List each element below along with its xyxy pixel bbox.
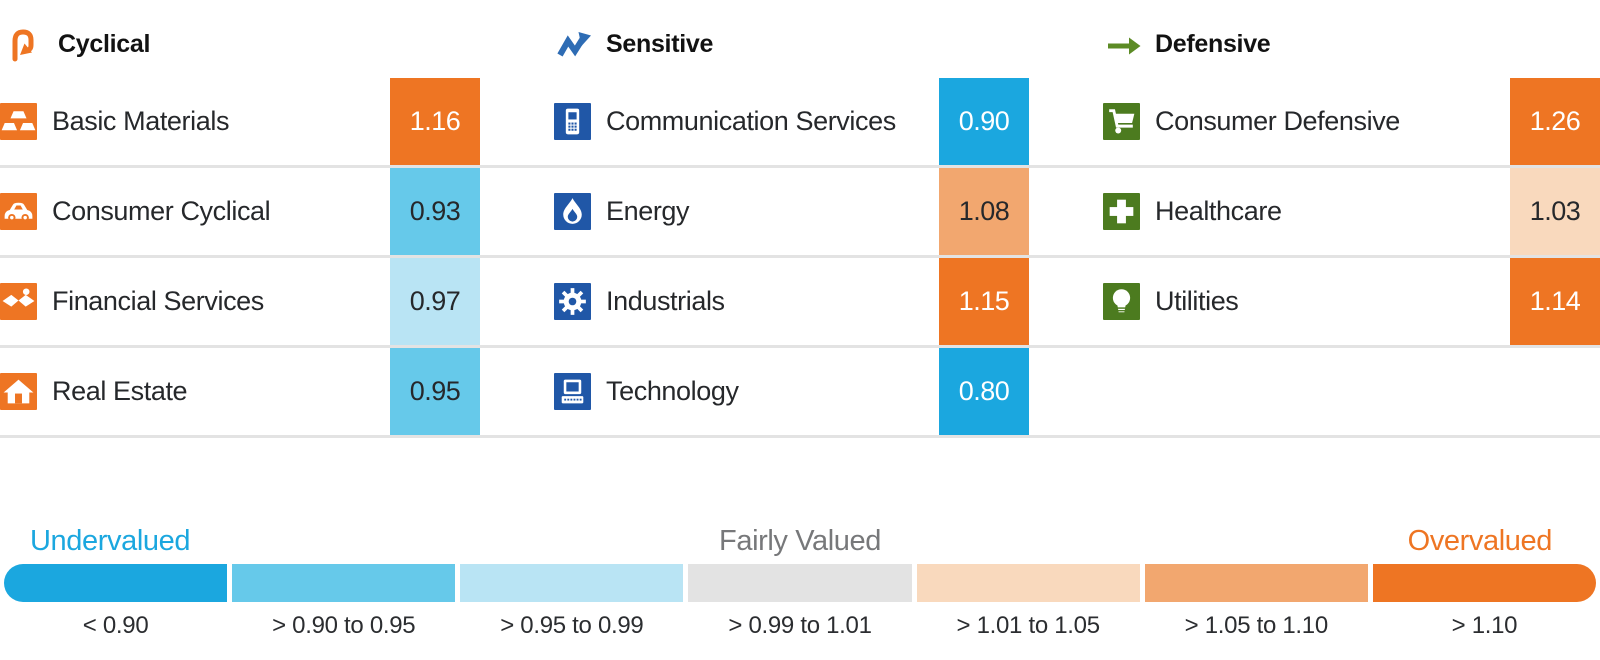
valuation-box: 1.26 [1510, 78, 1600, 165]
undervalued-label: Undervalued [30, 525, 191, 557]
consumer-cyclical-icon [0, 193, 37, 230]
range-label: > 0.95 to 0.99 [500, 612, 644, 639]
legend-segment [1144, 564, 1368, 602]
valuation-box: 1.16 [390, 78, 480, 165]
technology-icon [554, 373, 591, 410]
legend-color-bar [4, 564, 1596, 602]
group-title: Sensitive [606, 29, 714, 58]
sector-label: Energy [606, 196, 690, 226]
valuation-box: 0.93 [390, 168, 480, 255]
valuation-box: 0.80 [939, 348, 1029, 435]
real-estate-icon [0, 373, 37, 410]
sector-communication-services: Communication Services 0.90 [554, 78, 1029, 165]
sector-label: Healthcare [1155, 196, 1282, 226]
sector-consumer-defensive: Consumer Defensive 1.26 [1103, 78, 1600, 165]
range-label: > 1.05 to 1.10 [1184, 612, 1329, 639]
sector-label: Basic Materials [52, 106, 230, 136]
valuation-box: 0.97 [390, 258, 480, 345]
financial-services-icon [0, 283, 37, 320]
consumer-defensive-icon [1103, 103, 1140, 140]
overvalued-label: Overvalued [1407, 525, 1553, 557]
empty-cell [1103, 348, 1600, 435]
group-header-row: Cyclical Sensitive Defensive [0, 0, 1600, 78]
sector-row: Real Estate 0.95 Technology 0.80 [0, 348, 1600, 438]
valuation-box: 0.90 [939, 78, 1029, 165]
cyclical-icon [6, 25, 50, 63]
sector-utilities: Utilities 1.14 [1103, 258, 1600, 345]
valuation-box: 1.03 [1510, 168, 1600, 255]
valuation-legend: Undervalued Fairly Valued Overvalued < 0… [0, 520, 1600, 640]
valuation-box: 1.15 [939, 258, 1029, 345]
fairly-valued-label: Fairly Valued [719, 525, 881, 557]
legend-segment [4, 564, 228, 602]
group-header-defensive: Defensive [1103, 0, 1600, 78]
sector-label: Industrials [606, 286, 725, 316]
group-title: Cyclical [58, 29, 151, 58]
group-header-sensitive: Sensitive [554, 0, 1029, 78]
sector-label: Communication Services [606, 106, 896, 136]
industrials-icon [554, 283, 591, 320]
sector-label: Utilities [1155, 286, 1239, 316]
legend-segment [688, 564, 912, 602]
valuation-box: 1.08 [939, 168, 1029, 255]
healthcare-icon [1103, 193, 1140, 230]
legend-segment [460, 564, 684, 602]
sector-real-estate: Real Estate 0.95 [0, 348, 480, 435]
sector-label: Consumer Cyclical [52, 196, 271, 226]
sector-healthcare: Healthcare 1.03 [1103, 168, 1600, 255]
sector-row: Consumer Cyclical 0.93 Energy 1.08 Healt… [0, 168, 1600, 258]
basic-materials-icon [0, 103, 37, 140]
energy-icon [554, 193, 591, 230]
group-title: Defensive [1155, 29, 1271, 58]
sector-energy: Energy 1.08 [554, 168, 1029, 255]
valuation-box: 1.14 [1510, 258, 1600, 345]
legend-segment [232, 564, 456, 602]
communication-services-icon [554, 103, 591, 140]
range-label: > 1.10 [1451, 612, 1518, 639]
valuation-box: 0.95 [390, 348, 480, 435]
sector-industrials: Industrials 1.15 [554, 258, 1029, 345]
legend-segment [916, 564, 1140, 602]
sector-basic-materials: Basic Materials 1.16 [0, 78, 480, 165]
group-header-cyclical: Cyclical [0, 0, 480, 78]
legend-labels: Undervalued Fairly Valued Overvalued [4, 520, 1596, 564]
sensitive-icon [554, 25, 598, 63]
sector-label: Technology [606, 376, 739, 406]
legend-range-labels: < 0.90 > 0.90 to 0.95 > 0.95 to 0.99 > 0… [4, 612, 1596, 640]
defensive-icon [1103, 25, 1147, 63]
sector-label: Financial Services [52, 286, 264, 316]
range-label: > 0.99 to 1.01 [728, 612, 872, 639]
range-label: > 0.90 to 0.95 [272, 612, 416, 639]
utilities-icon [1103, 283, 1140, 320]
range-label: < 0.90 [82, 612, 149, 639]
range-label: > 1.01 to 1.05 [956, 612, 1101, 639]
sector-technology: Technology 0.80 [554, 348, 1029, 435]
sector-row: Financial Services 0.97 Industrials 1.15 [0, 258, 1600, 348]
sector-financial-services: Financial Services 0.97 [0, 258, 480, 345]
sector-row: Basic Materials 1.16 Communication Servi… [0, 78, 1600, 168]
sector-label: Real Estate [52, 376, 188, 406]
sector-consumer-cyclical: Consumer Cyclical 0.93 [0, 168, 480, 255]
legend-segment [1372, 564, 1596, 602]
sector-label: Consumer Defensive [1155, 106, 1400, 136]
